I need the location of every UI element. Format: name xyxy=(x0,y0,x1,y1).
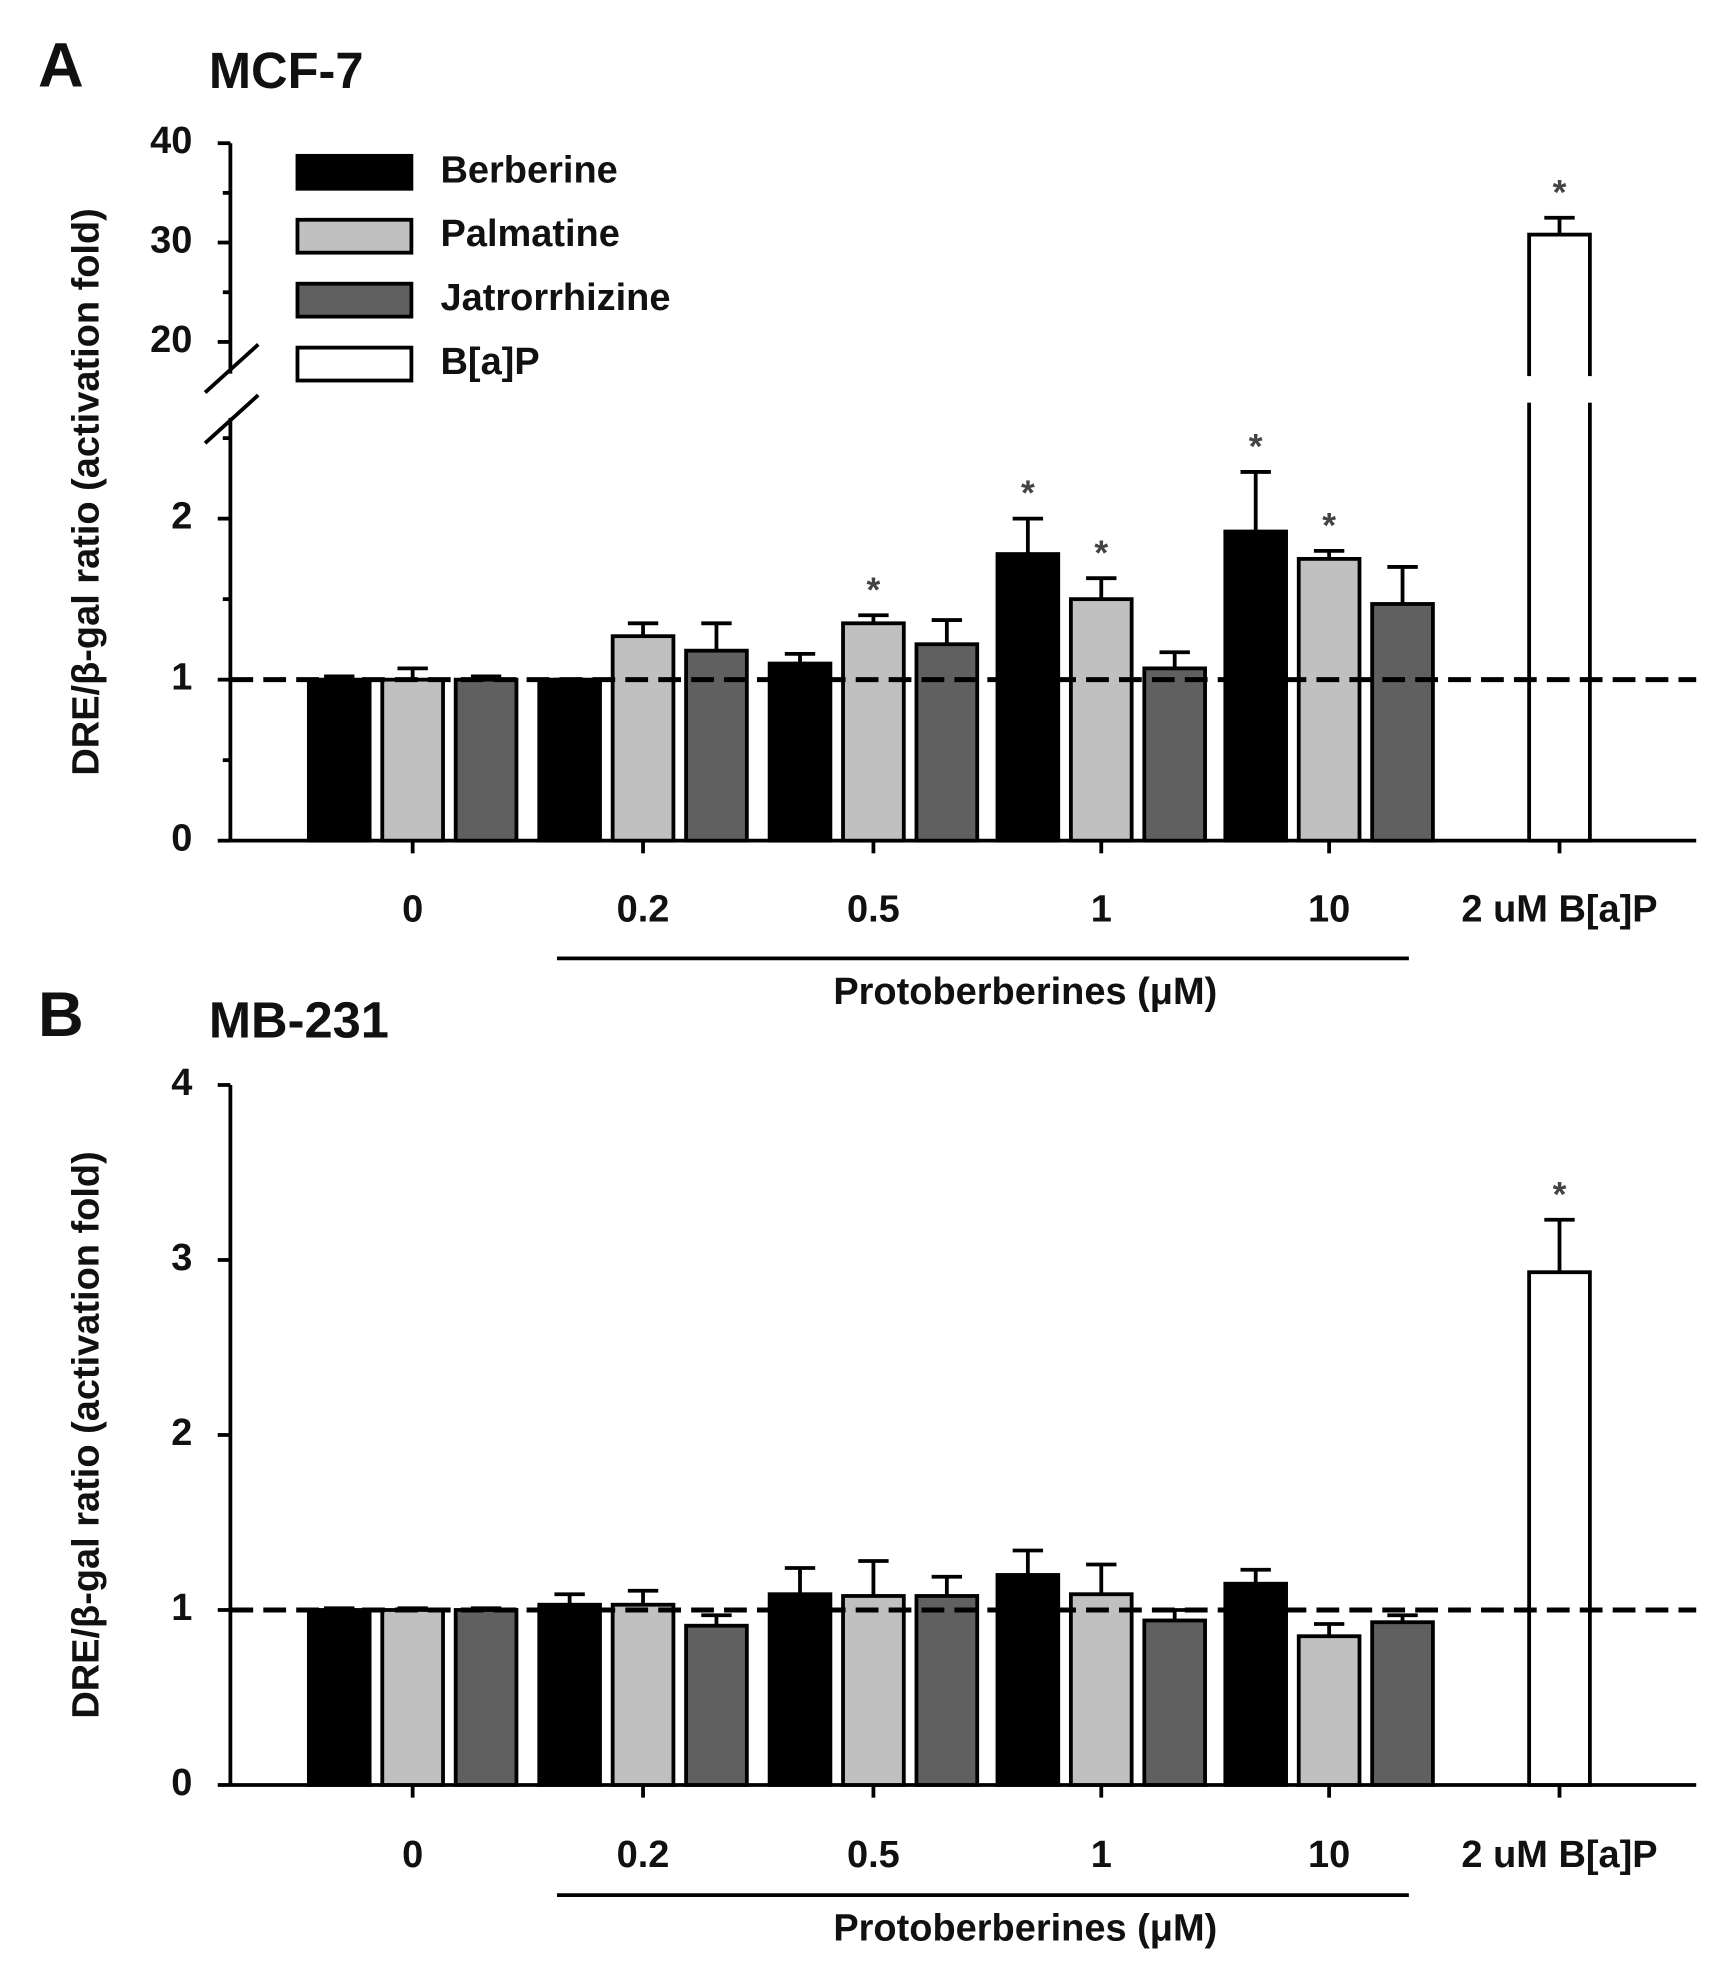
y-tick-label: 0 xyxy=(171,1762,192,1804)
axis-break xyxy=(203,393,260,445)
bar xyxy=(380,677,445,843)
significance-mark: * xyxy=(1094,533,1108,573)
significance-mark: * xyxy=(1553,1174,1567,1214)
x-tick-label: 2 uM B[a]P xyxy=(1461,889,1657,931)
bar xyxy=(1527,1270,1592,1787)
y-tick-label: 0 xyxy=(171,818,192,860)
legend-label: B[a]P xyxy=(441,341,540,383)
x-tick-label: 0.2 xyxy=(617,889,670,931)
bar xyxy=(453,677,519,843)
chart-title: MB-231 xyxy=(209,992,389,1049)
legend-label: Palmatine xyxy=(441,213,620,255)
y-tick-label: 1 xyxy=(171,1587,192,1629)
bar xyxy=(1068,1592,1134,1787)
y-tick-label: 4 xyxy=(171,1062,192,1104)
group-label: Protoberberines (μM) xyxy=(833,1908,1217,1950)
panel-label: B xyxy=(38,980,84,1050)
bar xyxy=(306,1608,372,1787)
bar xyxy=(914,642,980,843)
bar xyxy=(1296,1634,1362,1787)
legend-swatch xyxy=(295,153,414,191)
y-axis-label: DRE/β-gal ratio (activation fold) xyxy=(66,208,108,775)
y-tick-label: 1 xyxy=(171,657,192,699)
y-tick-label: 2 xyxy=(171,496,192,538)
panel-label: A xyxy=(38,30,84,100)
bar xyxy=(1370,602,1435,843)
x-tick-label: 0.5 xyxy=(847,889,900,931)
x-tick-label: 10 xyxy=(1308,889,1350,931)
bar xyxy=(537,1602,602,1787)
bar xyxy=(537,677,602,843)
bar xyxy=(380,1608,445,1787)
significance-mark: * xyxy=(1021,473,1035,513)
x-tick-label: 1 xyxy=(1091,1834,1112,1876)
bar xyxy=(684,648,749,843)
bar xyxy=(610,1602,676,1787)
x-tick-label: 2 uM B[a]P xyxy=(1461,1834,1657,1876)
y-tick-label: 2 xyxy=(171,1412,192,1454)
bar xyxy=(1223,1581,1288,1787)
bar xyxy=(453,1608,519,1787)
bar xyxy=(610,634,676,843)
legend-swatch xyxy=(295,281,414,319)
bar xyxy=(1142,1618,1207,1787)
bar xyxy=(767,661,833,843)
bar xyxy=(684,1623,749,1787)
bar-break-gap xyxy=(1525,376,1594,403)
bar xyxy=(995,552,1061,843)
y-tick-label: 3 xyxy=(171,1237,192,1279)
significance-mark: * xyxy=(867,570,881,610)
x-tick-label: 1 xyxy=(1091,889,1112,931)
x-tick-label: 0.2 xyxy=(617,1834,670,1876)
bar xyxy=(1142,666,1207,843)
x-tick-label: 0 xyxy=(402,1834,423,1876)
axis-break xyxy=(203,343,260,394)
significance-mark: * xyxy=(1322,505,1336,545)
bar xyxy=(1527,232,1592,843)
chart-title: MCF-7 xyxy=(209,42,364,99)
bar xyxy=(1370,1620,1435,1787)
bar xyxy=(914,1594,980,1787)
bar xyxy=(767,1592,833,1787)
bar xyxy=(306,677,372,843)
x-tick-label: 0 xyxy=(402,889,423,931)
legend-label: Berberine xyxy=(441,149,618,191)
bar xyxy=(995,1573,1061,1787)
group-label: Protoberberines (μM) xyxy=(833,971,1217,1013)
legend-label: Jatrorrhizine xyxy=(441,277,671,319)
bar xyxy=(1296,556,1362,843)
bar xyxy=(841,621,906,843)
bar xyxy=(841,1594,906,1787)
y-tick-label: 40 xyxy=(150,120,192,162)
significance-mark: * xyxy=(1553,172,1567,212)
x-tick-label: 0.5 xyxy=(847,1834,900,1876)
y-tick-label: 20 xyxy=(150,319,192,361)
bar xyxy=(1223,529,1288,843)
bar xyxy=(1068,597,1134,843)
legend-swatch xyxy=(295,345,414,383)
significance-mark: * xyxy=(1249,427,1263,467)
legend-swatch xyxy=(295,217,414,255)
x-tick-label: 10 xyxy=(1308,1834,1350,1876)
y-axis-label: DRE/β-gal ratio (activation fold) xyxy=(66,1151,108,1718)
y-tick-label: 30 xyxy=(150,220,192,262)
